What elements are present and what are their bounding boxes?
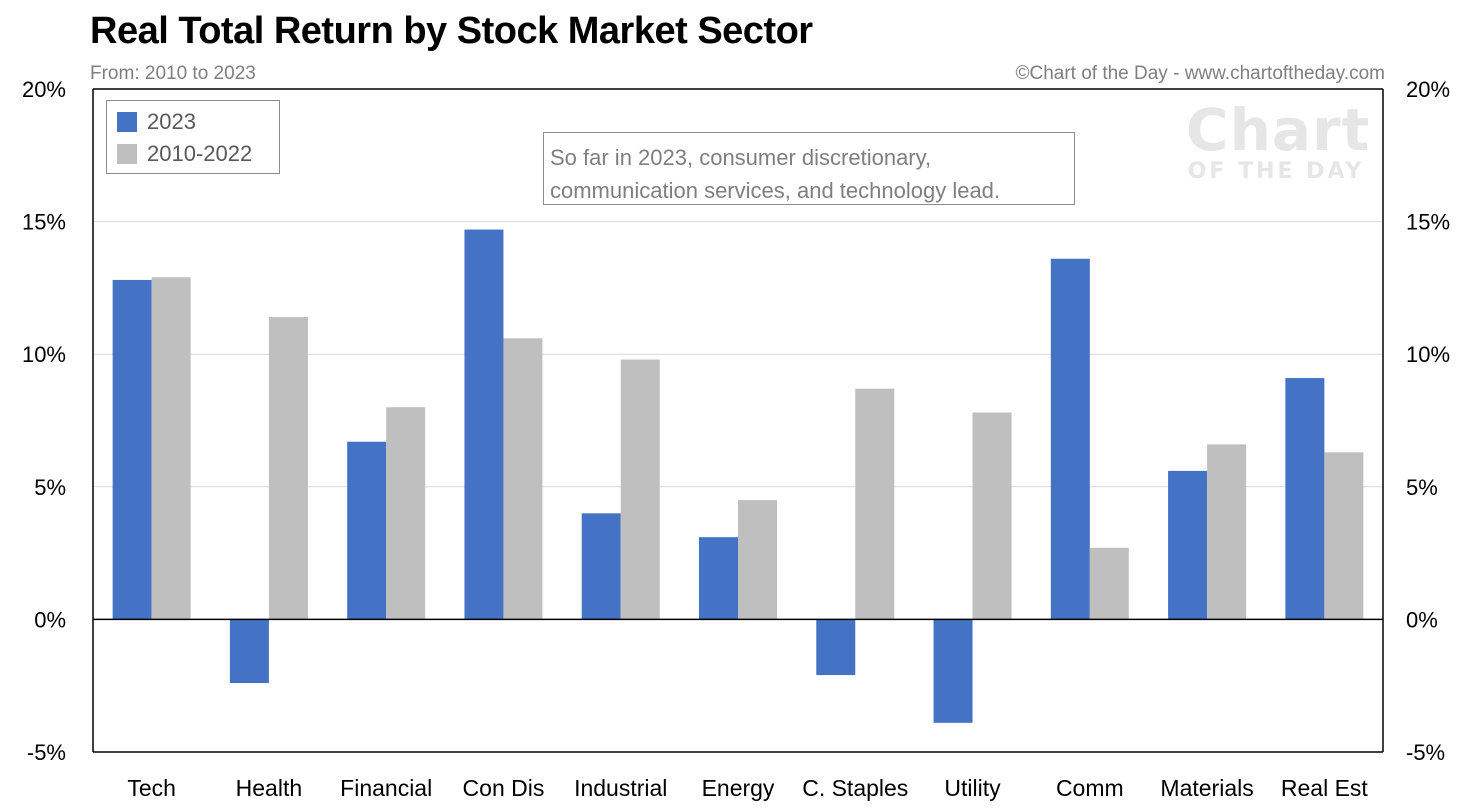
y-tick-label-right: 10%	[1406, 342, 1450, 367]
legend-label-2023: 2023	[147, 109, 196, 134]
bar-2023-con-dis	[464, 229, 504, 620]
bar-2023-utility	[933, 619, 973, 723]
y-tick-label-right: 0%	[1406, 607, 1438, 632]
legend-swatch-2023	[117, 112, 137, 132]
bar-2023-industrial	[581, 513, 621, 620]
y-tick-label-left: -5%	[27, 740, 66, 765]
chart-title: Real Total Return by Stock Market Sector	[90, 10, 813, 52]
bar-2010-2022-comm	[1089, 547, 1129, 620]
bar-2010-2022-health	[268, 317, 308, 620]
bar-2010-2022-con-dis	[503, 338, 543, 620]
y-tick-label-right: 15%	[1406, 210, 1450, 235]
bars	[112, 229, 1364, 723]
bar-2010-2022-financial	[386, 407, 426, 620]
legend-item-2023: 2023	[117, 109, 196, 135]
annotation-line1: So far in 2023, consumer discretionary,	[550, 145, 932, 170]
bar-2010-2022-real-est	[1324, 452, 1364, 620]
y-tick-label-left: 5%	[34, 475, 66, 500]
y-tick-label-left: 10%	[22, 342, 66, 367]
bar-2010-2022-materials	[1207, 444, 1247, 620]
bar-2010-2022-tech	[151, 277, 191, 620]
bar-2023-real-est	[1285, 378, 1325, 620]
x-category-label: C. Staples	[802, 775, 908, 801]
x-category-label: Comm	[1056, 775, 1124, 801]
legend-swatch-2010-2022	[117, 144, 137, 164]
bar-2023-tech	[112, 279, 152, 620]
watermark-logo: Chart OF THE DAY	[1186, 96, 1371, 184]
x-category-label: Financial	[340, 775, 432, 801]
bar-2010-2022-c-staples	[855, 388, 895, 620]
annotation-line2: communication services, and technology l…	[550, 178, 1001, 203]
y-tick-label-right: 20%	[1406, 77, 1450, 102]
chart-credit: ©Chart of the Day - www.chartoftheday.co…	[1015, 63, 1385, 84]
bar-2010-2022-industrial	[620, 359, 660, 620]
bar-2010-2022-energy	[738, 500, 777, 620]
y-tick-label-right: -5%	[1406, 740, 1445, 765]
chart-subtitle: From: 2010 to 2023	[90, 63, 256, 84]
x-category-label: Utility	[944, 775, 1001, 801]
bar-2023-financial	[347, 441, 387, 620]
chart-legend: 2023 2010-2022	[106, 100, 280, 174]
y-tick-label-left: 20%	[22, 77, 66, 102]
bar-2023-health	[229, 619, 269, 684]
watermark-line2: OF THE DAY	[1187, 159, 1365, 184]
axis-labels: -5% -5% 0% 0% 5% 5% 10% 10% 15% 15% 20% 20% Tech Heal…	[22, 77, 1450, 801]
bar-2023-energy	[699, 537, 738, 620]
x-category-label: Tech	[127, 775, 176, 801]
watermark-line1: Chart	[1186, 96, 1371, 164]
bar-2023-materials	[1168, 470, 1208, 620]
y-tick-label-left: 0%	[34, 607, 66, 632]
x-category-label: Industrial	[574, 775, 667, 801]
annotation-box: So far in 2023, consumer discretionary, …	[543, 132, 1075, 205]
bar-2023-c-staples	[816, 619, 856, 676]
x-category-label: Energy	[702, 775, 775, 801]
axes	[92, 88, 1384, 753]
x-category-label: Real Est	[1281, 775, 1369, 801]
x-category-label: Con Dis	[463, 775, 545, 801]
bar-2023-comm	[1050, 258, 1090, 620]
y-tick-label-right: 5%	[1406, 475, 1438, 500]
legend-item-2010-2022: 2010-2022	[117, 141, 252, 167]
grid-lines	[93, 221, 1383, 488]
bar-2010-2022-utility	[972, 412, 1012, 620]
x-category-label: Materials	[1160, 775, 1253, 801]
legend-label-2010-2022: 2010-2022	[147, 141, 253, 166]
y-tick-label-left: 15%	[22, 210, 66, 235]
x-category-label: Health	[236, 775, 302, 801]
